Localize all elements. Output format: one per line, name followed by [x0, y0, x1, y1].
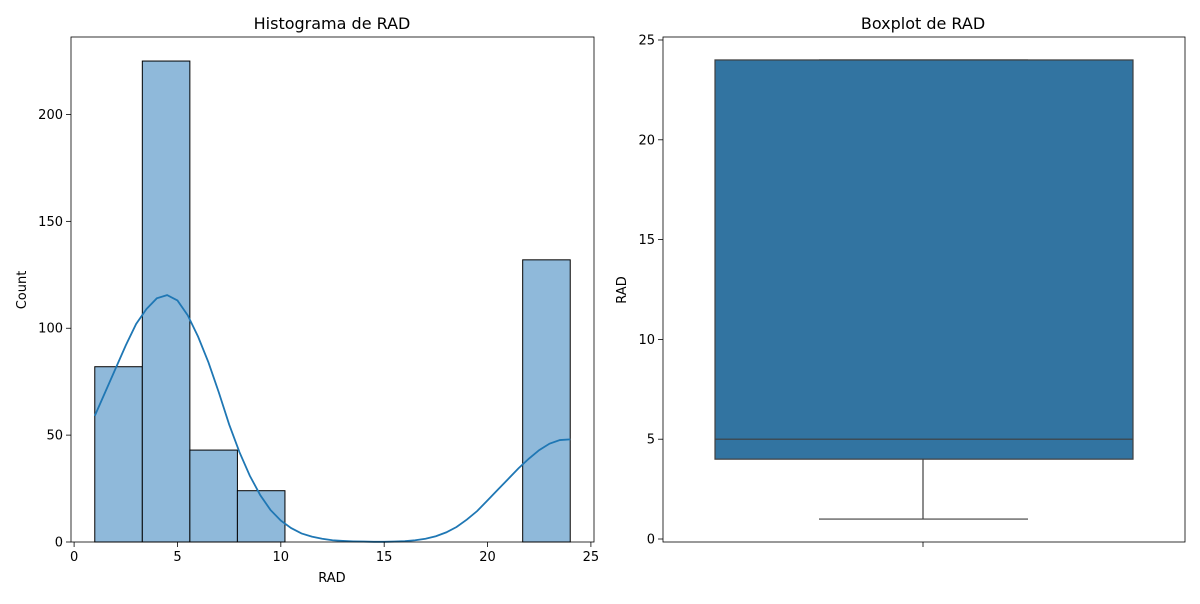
histogram-bars	[94, 60, 571, 543]
y-tick-label: 50	[46, 429, 63, 444]
boxplot-frame	[662, 36, 1186, 543]
x-tick-label: 20	[479, 550, 496, 565]
boxplot-panel: Boxplot de RAD 0 5 10 15 20 25 RAD	[615, 14, 1186, 548]
y-tick-label: 10	[638, 333, 655, 348]
histogram-panel: Histograma de RAD 0 5 10 15 20 25 0 50 100 150 20…	[15, 14, 599, 586]
boxplot-body	[714, 59, 1134, 520]
y-tick-label: 5	[647, 433, 655, 448]
histogram-bar	[94, 366, 143, 543]
histogram-bar	[141, 60, 191, 543]
x-tick-label: 15	[376, 550, 393, 565]
histogram-bar	[189, 449, 238, 543]
y-tick-label: 20	[638, 133, 655, 148]
histogram-bar	[522, 259, 571, 543]
y-tick-label: 25	[638, 33, 655, 48]
x-tick-label: 10	[273, 550, 290, 565]
y-tick-label: 15	[638, 233, 655, 248]
y-tick-label: 150	[38, 215, 63, 230]
y-tick-label: 0	[55, 536, 63, 551]
y-tick-label: 0	[647, 533, 655, 548]
histogram-x-ticks: 0 5 10 15 20 25	[70, 542, 599, 565]
iqr-box	[714, 59, 1134, 460]
boxplot-y-ticks: 0 5 10 15 20 25	[638, 33, 663, 548]
histogram-frame	[70, 36, 595, 543]
y-tick-label: 100	[38, 322, 63, 337]
x-tick-label: 25	[583, 550, 600, 565]
x-tick-label: 0	[70, 550, 78, 565]
histogram-x-axis-label: RAD	[318, 571, 345, 586]
kde-curve	[93, 294, 571, 543]
histogram-title: Histograma de RAD	[254, 14, 411, 33]
histogram-y-ticks: 0 50 100 150 200	[38, 108, 71, 551]
boxplot-y-axis-label: RAD	[615, 276, 630, 303]
x-tick-label: 5	[173, 550, 181, 565]
boxplot-title: Boxplot de RAD	[861, 14, 985, 33]
histogram-y-axis-label: Count	[15, 271, 30, 310]
y-tick-label: 200	[38, 108, 63, 123]
